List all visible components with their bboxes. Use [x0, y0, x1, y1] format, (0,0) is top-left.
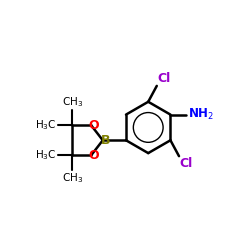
Text: O: O: [89, 149, 99, 162]
Text: O: O: [89, 118, 99, 132]
Text: NH$_2$: NH$_2$: [188, 107, 214, 122]
Text: Cl: Cl: [158, 72, 171, 85]
Text: CH$_3$: CH$_3$: [62, 171, 83, 185]
Text: H$_3$C: H$_3$C: [35, 118, 56, 132]
Text: CH$_3$: CH$_3$: [62, 96, 83, 109]
Text: H$_3$C: H$_3$C: [35, 148, 56, 162]
Text: B: B: [101, 134, 110, 147]
Text: Cl: Cl: [180, 158, 193, 170]
